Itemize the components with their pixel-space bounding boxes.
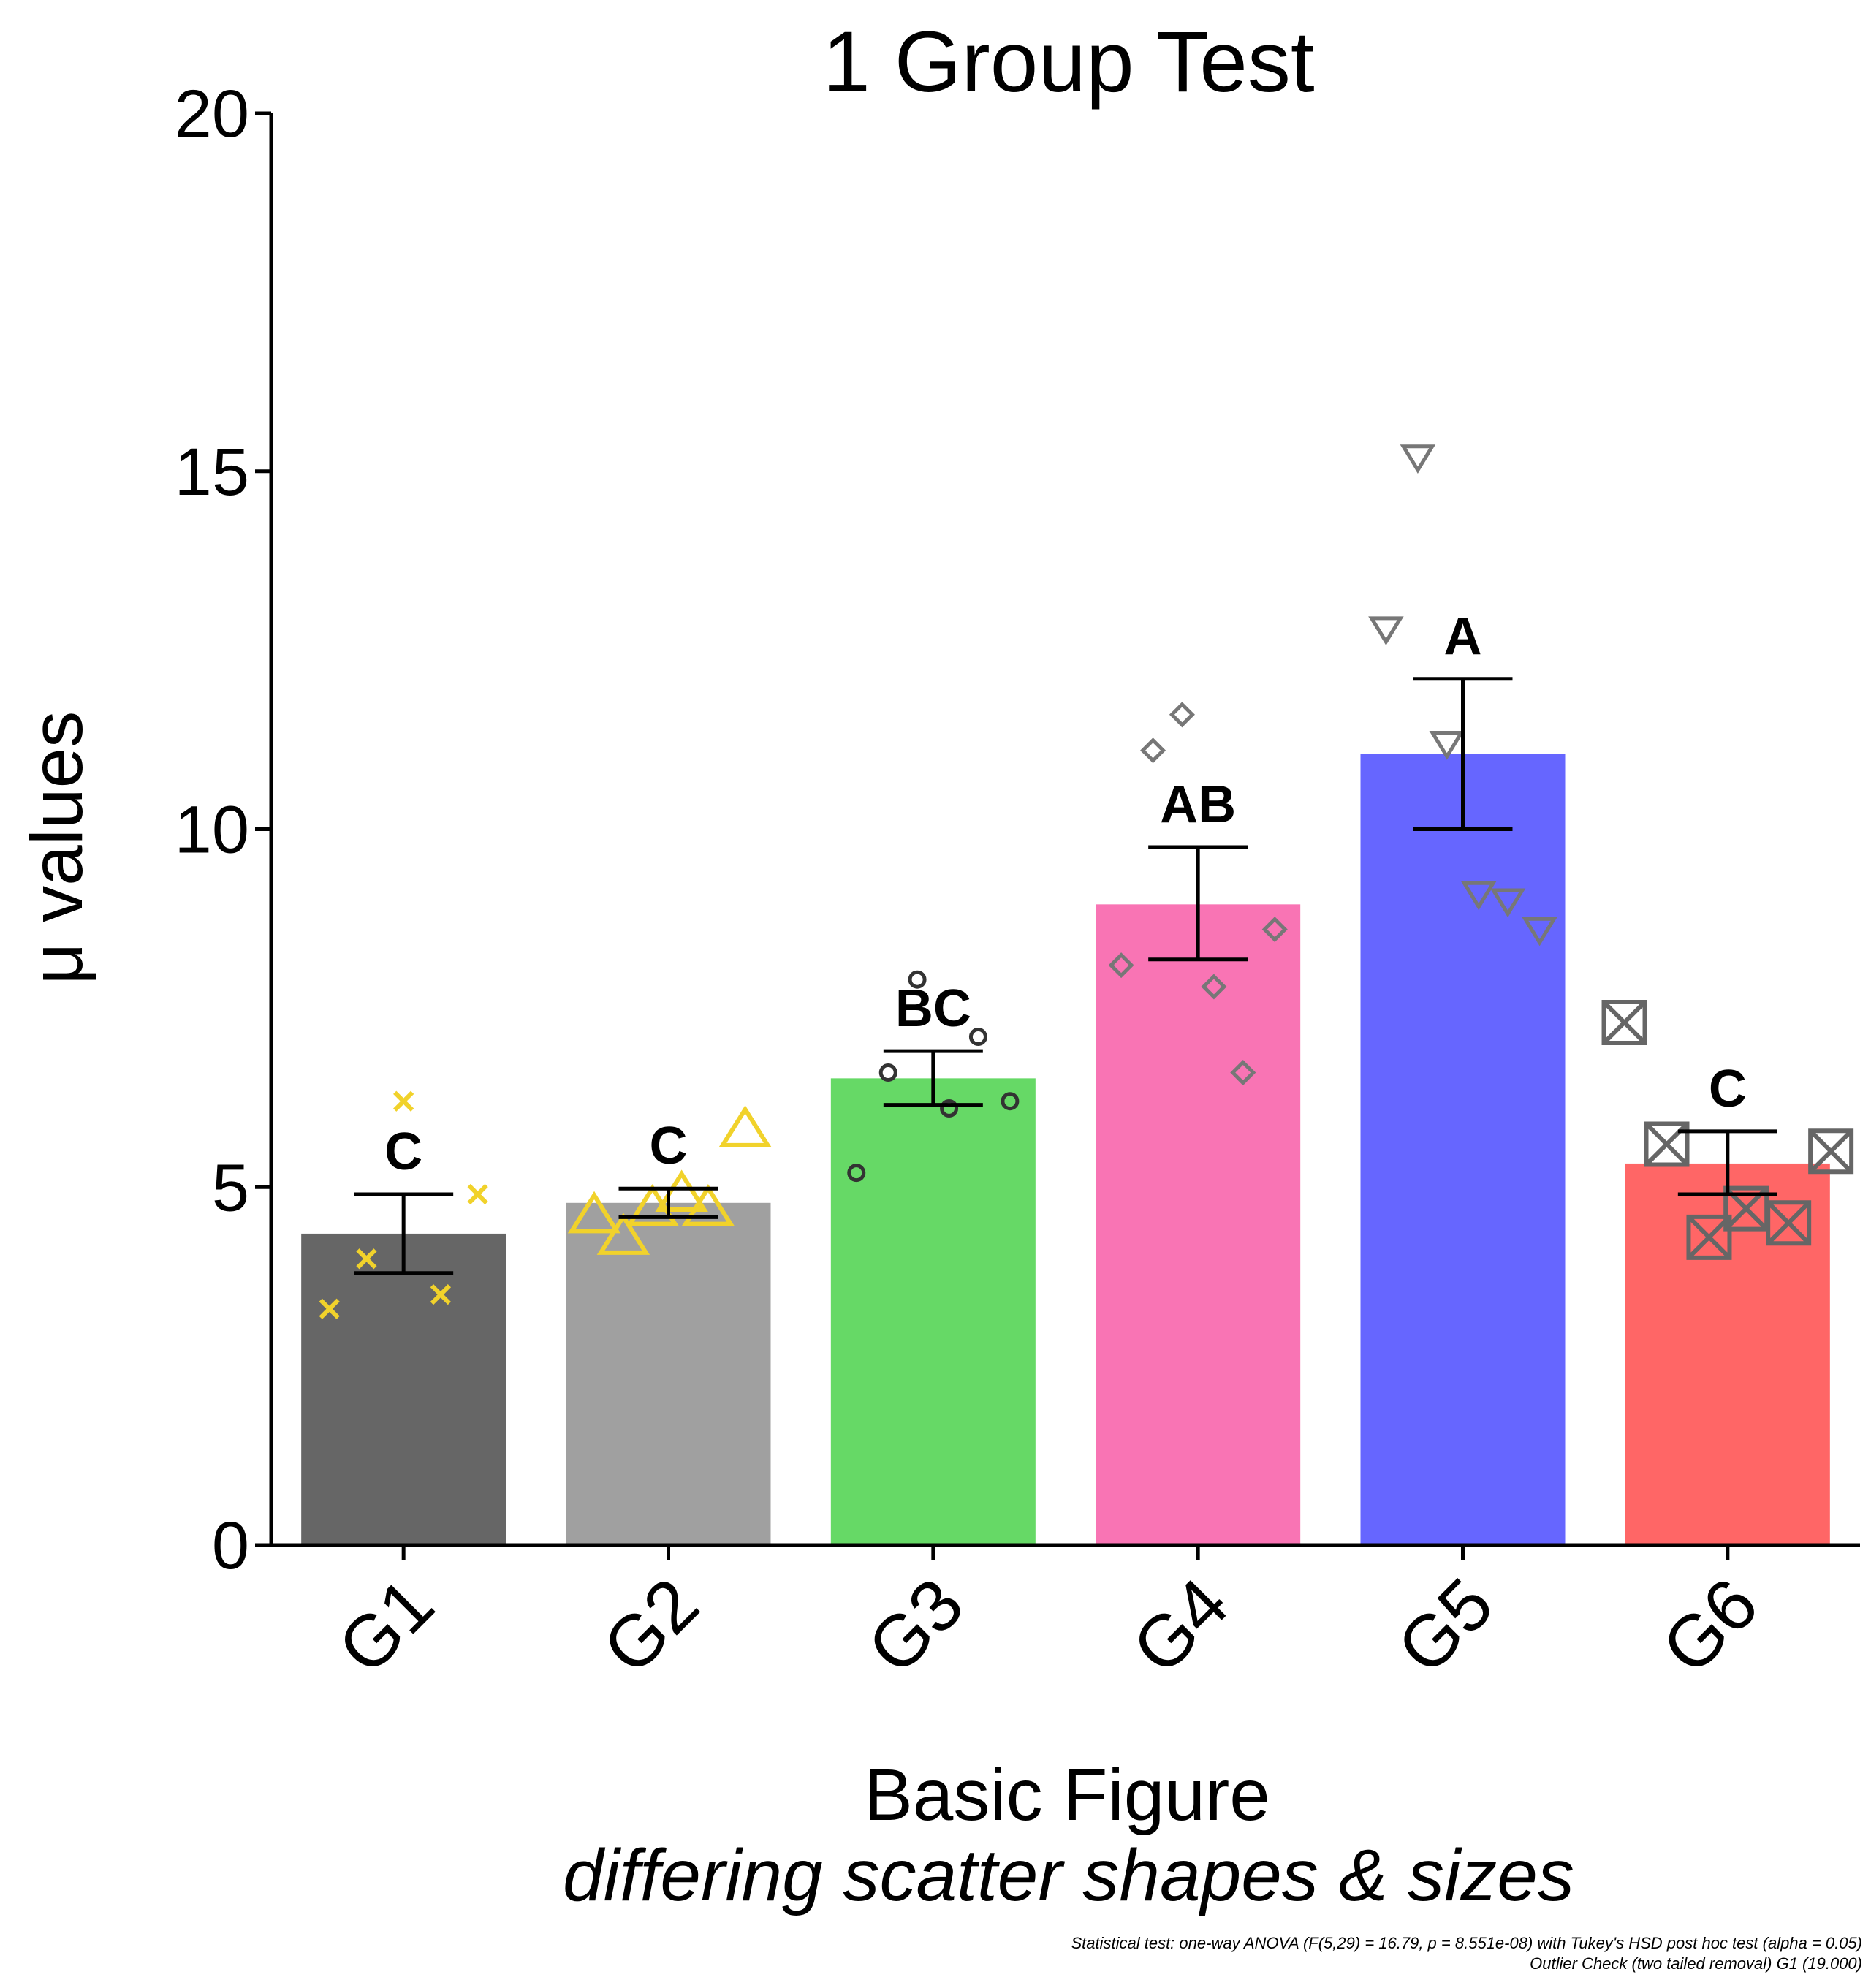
data-point (567, 1191, 621, 1234)
bar-g3 (830, 1078, 1036, 1545)
data-point (1230, 1059, 1256, 1086)
y-tick-label: 20 (175, 77, 249, 151)
error-bars (354, 677, 1777, 1275)
bar-g1 (301, 1233, 506, 1545)
data-point (1489, 888, 1526, 918)
data-point (878, 1063, 897, 1082)
data-point (1601, 999, 1647, 1045)
y-tick-label: 0 (212, 1509, 249, 1583)
data-point (681, 1184, 735, 1226)
data-point (1261, 917, 1288, 943)
x-axis-subtitle: differing scatter shapes & sizes (563, 1835, 1574, 1916)
data-point (1400, 444, 1436, 474)
data-point (1429, 731, 1465, 760)
data-point (1766, 1200, 1812, 1246)
data-point (718, 1105, 772, 1147)
bars (301, 754, 1830, 1545)
chart-title: 1 Group Test (822, 14, 1314, 110)
significance-letter: C (384, 1123, 422, 1181)
data-point (1686, 1214, 1732, 1260)
footnote-line-1: Statistical test: one-way ANOVA (F(5,29)… (1071, 1934, 1862, 1952)
significance-letter: A (1444, 607, 1482, 666)
data-point (467, 1183, 488, 1205)
data-point (1108, 952, 1134, 979)
significance-letters: C C BC AB A C (384, 607, 1747, 1181)
x-tick-label: G6 (1647, 1563, 1774, 1690)
data-point (847, 1164, 866, 1183)
y-tick-label: 10 (175, 793, 249, 868)
data-point (1808, 1128, 1854, 1175)
x-tick-label: G1 (322, 1563, 449, 1690)
data-point (393, 1090, 414, 1112)
y-axis-label: μ values (16, 711, 98, 984)
significance-letter: C (650, 1117, 688, 1175)
data-point (1169, 702, 1195, 728)
data-point (1368, 616, 1404, 646)
data-point (940, 1099, 959, 1118)
data-point (1460, 881, 1497, 911)
significance-letter: C (1709, 1060, 1747, 1118)
significance-letter: BC (895, 979, 971, 1038)
significance-letter: AB (1160, 775, 1236, 834)
data-point (1201, 974, 1227, 1000)
x-tick-label: G4 (1117, 1563, 1244, 1690)
data-point (968, 1028, 987, 1047)
data-point (1001, 1092, 1020, 1111)
x-ticks: G1 G2 G3 G4 G5 G6 (322, 1545, 1774, 1690)
y-tick-label: 5 (212, 1150, 249, 1225)
bar-g5 (1360, 754, 1566, 1545)
y-tick-label: 15 (175, 435, 249, 509)
data-points (319, 444, 1854, 1319)
x-axis-label: Basic Figure (864, 1754, 1270, 1836)
data-point (1522, 917, 1557, 946)
data-point (356, 1248, 377, 1270)
bar-g4 (1096, 904, 1301, 1545)
data-point (655, 1169, 708, 1213)
x-tick-label: G5 (1382, 1563, 1509, 1690)
x-tick-label: G3 (852, 1563, 979, 1690)
footnote-line-2: Outlier Check (two tailed removal) G1 (1… (1530, 1954, 1862, 1973)
y-ticks: 0 5 10 15 20 (175, 77, 271, 1583)
bar-g2 (566, 1202, 771, 1545)
x-tick-label: G2 (588, 1563, 715, 1690)
data-point (1140, 737, 1166, 764)
data-point (596, 1213, 650, 1255)
data-point (319, 1298, 340, 1319)
data-point (430, 1284, 452, 1305)
data-point (908, 970, 927, 989)
